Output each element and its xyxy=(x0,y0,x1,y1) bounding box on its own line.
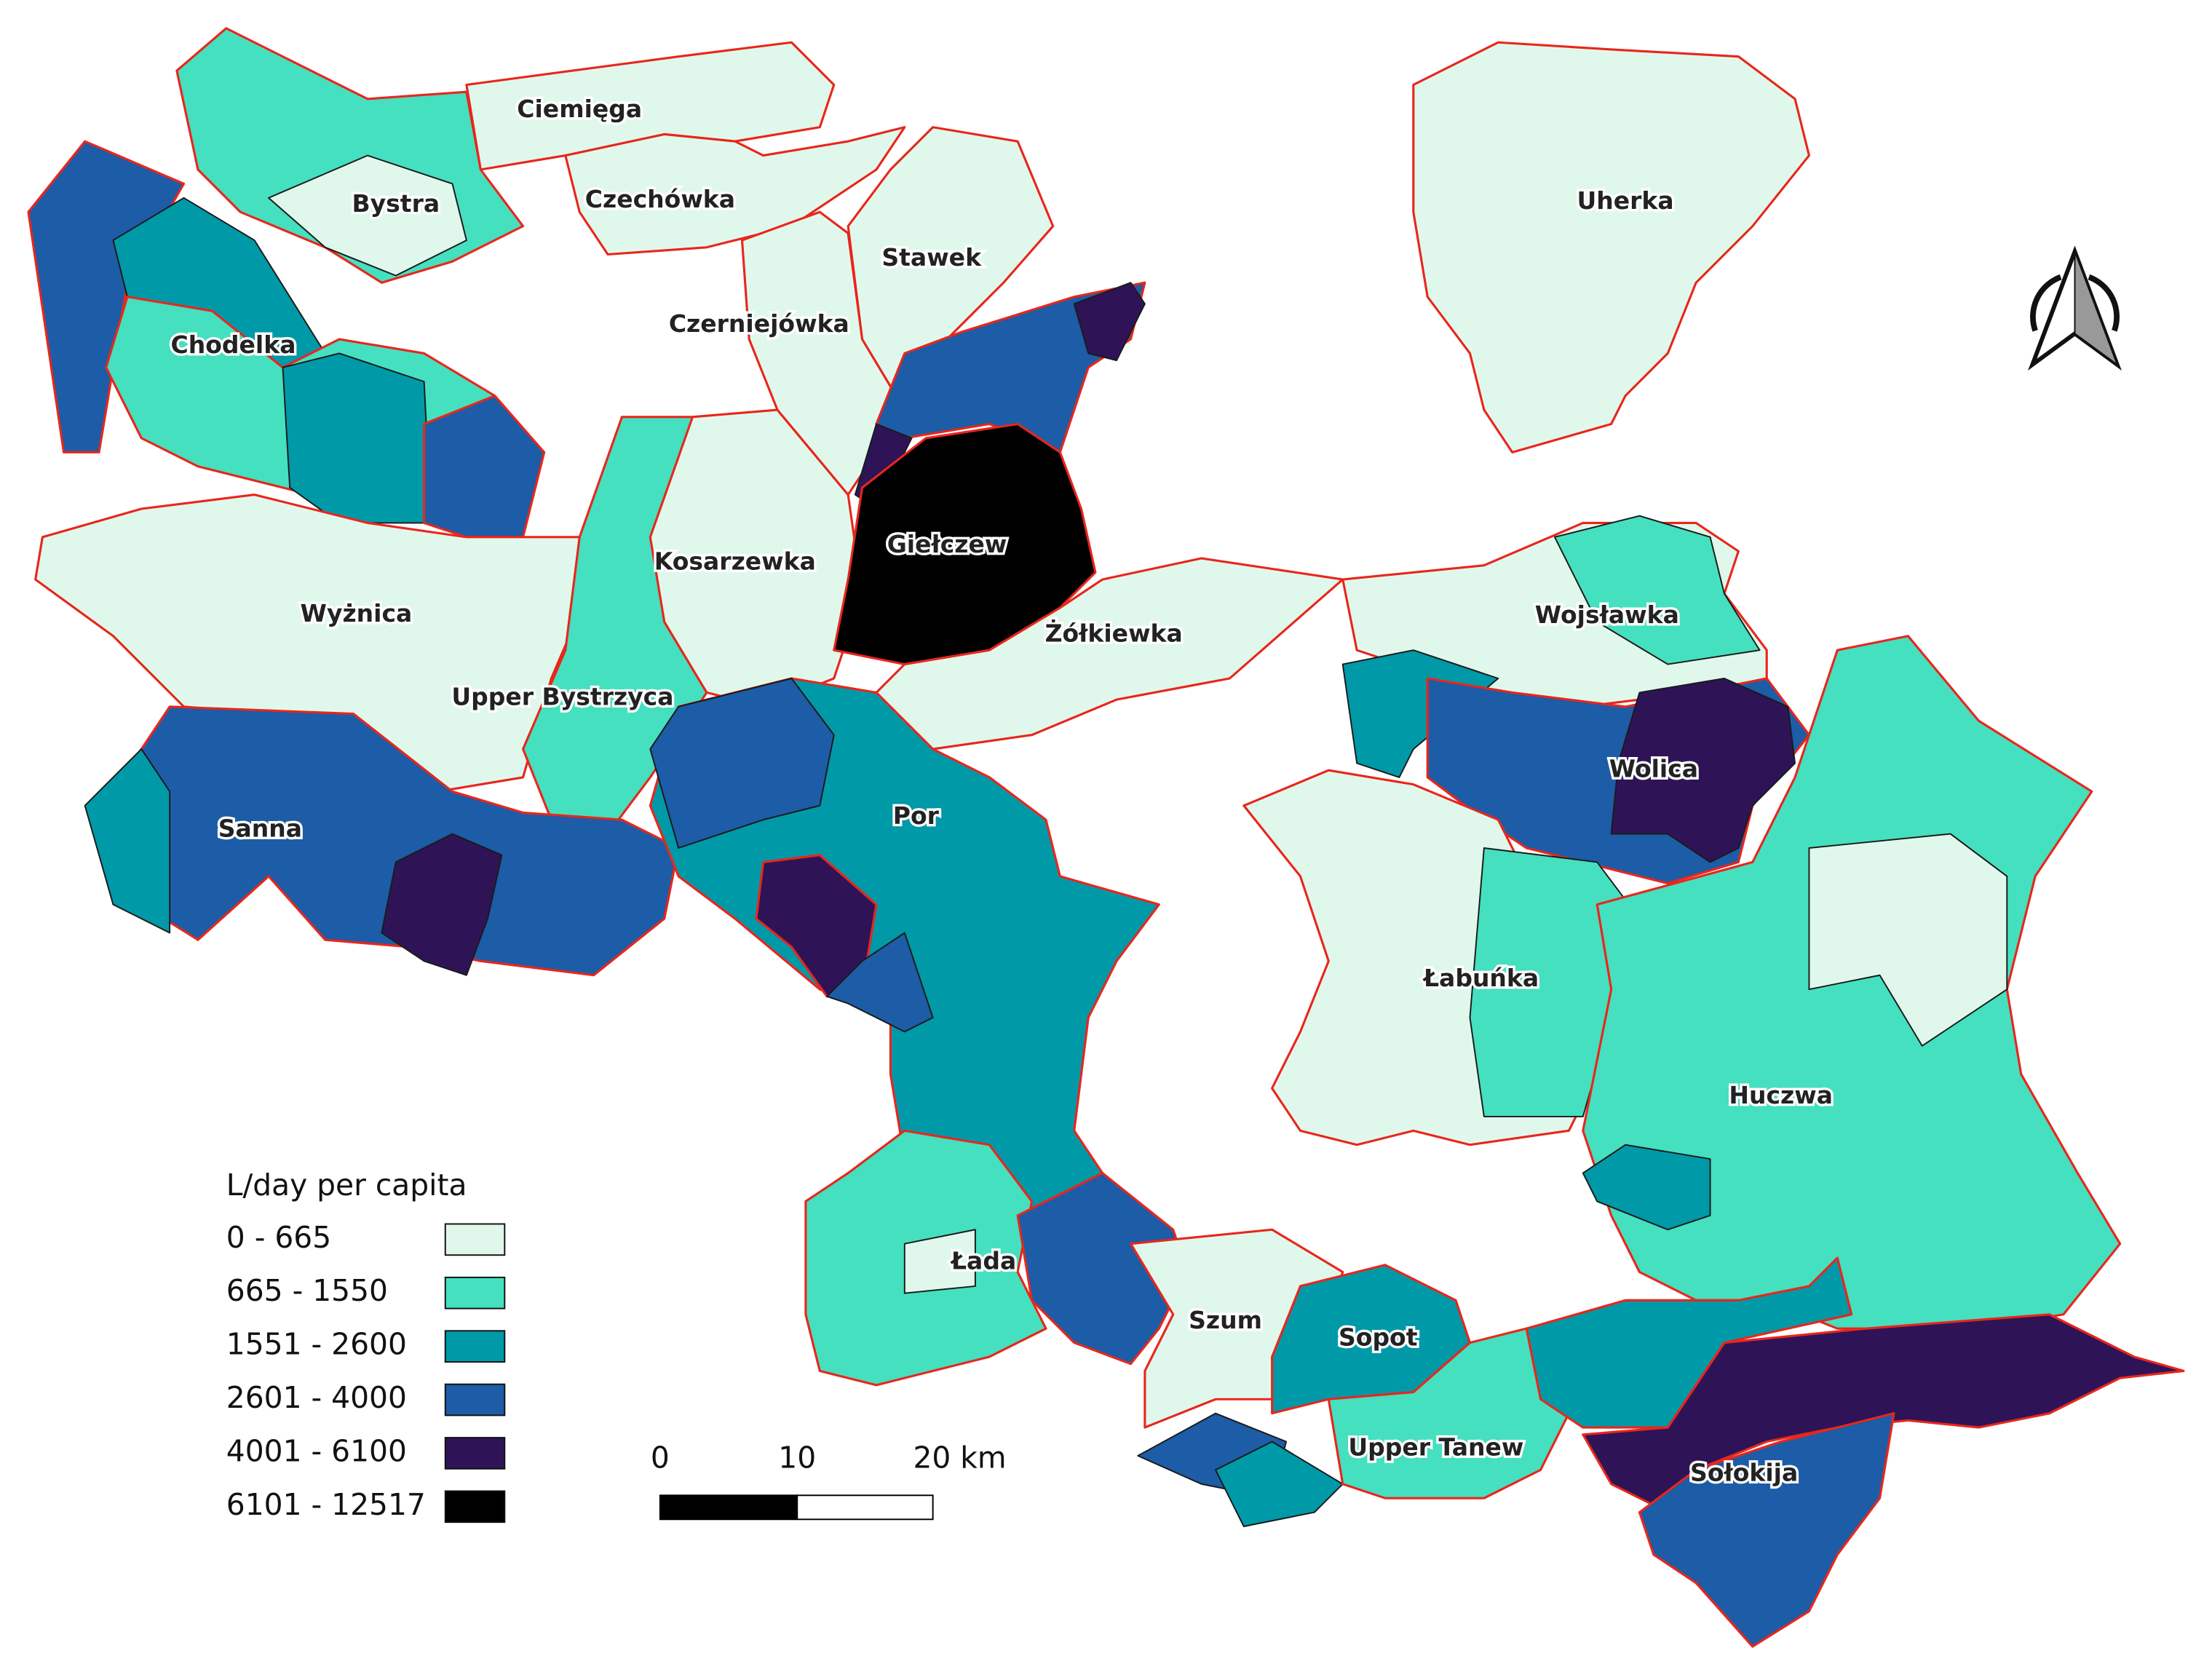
region-polygon xyxy=(423,395,546,539)
region-polygon xyxy=(381,833,503,976)
region-polygon xyxy=(111,705,680,977)
legend-swatch xyxy=(444,1383,506,1417)
region-label: Kosarzewka xyxy=(654,547,816,575)
regions xyxy=(27,27,2185,1648)
legend: L/day per capita 0 - 665 665 - 1550 1551 -… xyxy=(226,1168,506,1524)
legend-swatch xyxy=(444,1437,506,1470)
region-polygon xyxy=(34,494,595,793)
region-polygon xyxy=(1525,1256,1853,1429)
scale-bar: 0 10 20 km xyxy=(651,1441,1007,1521)
legend-label: 6101 - 12517 xyxy=(226,1487,426,1522)
legend-swatch xyxy=(444,1276,506,1310)
scale-bar-segment xyxy=(796,1494,934,1521)
north-arrow-arc xyxy=(2030,274,2062,332)
region-polygon xyxy=(833,422,1097,666)
region-polygon xyxy=(1073,282,1146,362)
legend-label: 1551 - 2600 xyxy=(226,1327,407,1362)
legend-swatch xyxy=(444,1490,506,1524)
region-label: Sopot xyxy=(1339,1323,1418,1351)
region-polygon xyxy=(268,154,467,277)
region-label: Chodelka xyxy=(171,330,296,359)
region-label: Stawek xyxy=(881,243,982,272)
region-polygon xyxy=(1327,1327,1570,1499)
region-polygon xyxy=(1412,41,1811,453)
region-label: Wolica xyxy=(1609,755,1698,783)
region-label: Huczwa xyxy=(1729,1081,1833,1109)
region-label: Wyżnica xyxy=(301,599,413,627)
scale-label: 0 xyxy=(651,1441,670,1475)
region-label: Uherka xyxy=(1577,186,1673,215)
region-polygon xyxy=(903,1229,976,1294)
scale-label: 10 xyxy=(778,1441,816,1475)
region-label: Łabuńka xyxy=(1422,964,1539,992)
region-label: Łada xyxy=(950,1246,1016,1275)
region-label: Sanna xyxy=(218,814,302,842)
legend-title: L/day per capita xyxy=(226,1168,467,1203)
region-label: Bystra xyxy=(352,189,440,218)
region-polygon xyxy=(465,41,836,171)
region-label: Giełczew xyxy=(887,530,1007,558)
region-polygon xyxy=(564,126,906,256)
region-label: Wojsławka xyxy=(1535,601,1679,629)
region-polygon xyxy=(1638,1412,1895,1648)
region-polygon xyxy=(84,748,171,934)
north-arrow xyxy=(2028,245,2122,371)
legend-swatch xyxy=(444,1330,506,1363)
region-label: Sołokija xyxy=(1690,1459,1798,1487)
region-polygon xyxy=(1610,678,1796,863)
legend-label: 0 - 665 xyxy=(226,1220,331,1255)
region-polygon xyxy=(1554,515,1761,665)
region-polygon xyxy=(1808,833,2008,1047)
north-arrow-arc xyxy=(2088,274,2120,332)
region-polygon xyxy=(1582,1144,1711,1231)
region-labels: Ciemięga Bystra Czechówka Stawek Czerniejówk… xyxy=(168,92,1835,1490)
region-polygon xyxy=(1016,1172,1189,1366)
legend-label: 665 - 1550 xyxy=(226,1273,388,1308)
legend-swatch xyxy=(444,1223,506,1256)
region-label: Ciemięga xyxy=(517,95,642,123)
region-polygon xyxy=(649,678,835,849)
scale-label: 20 km xyxy=(913,1441,1006,1475)
scale-bar-segment xyxy=(659,1494,798,1521)
region-polygon xyxy=(826,932,934,1033)
region-label: Czechówka xyxy=(585,185,735,213)
region-label: Żółkiewka xyxy=(1045,618,1183,647)
region-label: Szum xyxy=(1189,1306,1262,1334)
region-polygon xyxy=(282,352,432,524)
legend-label: 2601 - 4000 xyxy=(226,1380,407,1415)
region-label: Por xyxy=(893,801,940,830)
region-label: Upper Bystrzyca xyxy=(451,683,673,711)
legend-label: 4001 - 6100 xyxy=(226,1433,407,1468)
region-polygon xyxy=(847,126,1055,411)
north-arrow-shade xyxy=(2074,251,2119,367)
region-label: Czerniejówka xyxy=(669,309,849,338)
region-polygon xyxy=(1341,649,1499,778)
region-polygon xyxy=(1215,1441,1344,1527)
region-label: Upper Tanew xyxy=(1348,1433,1523,1462)
region-polygon xyxy=(1582,635,2122,1330)
